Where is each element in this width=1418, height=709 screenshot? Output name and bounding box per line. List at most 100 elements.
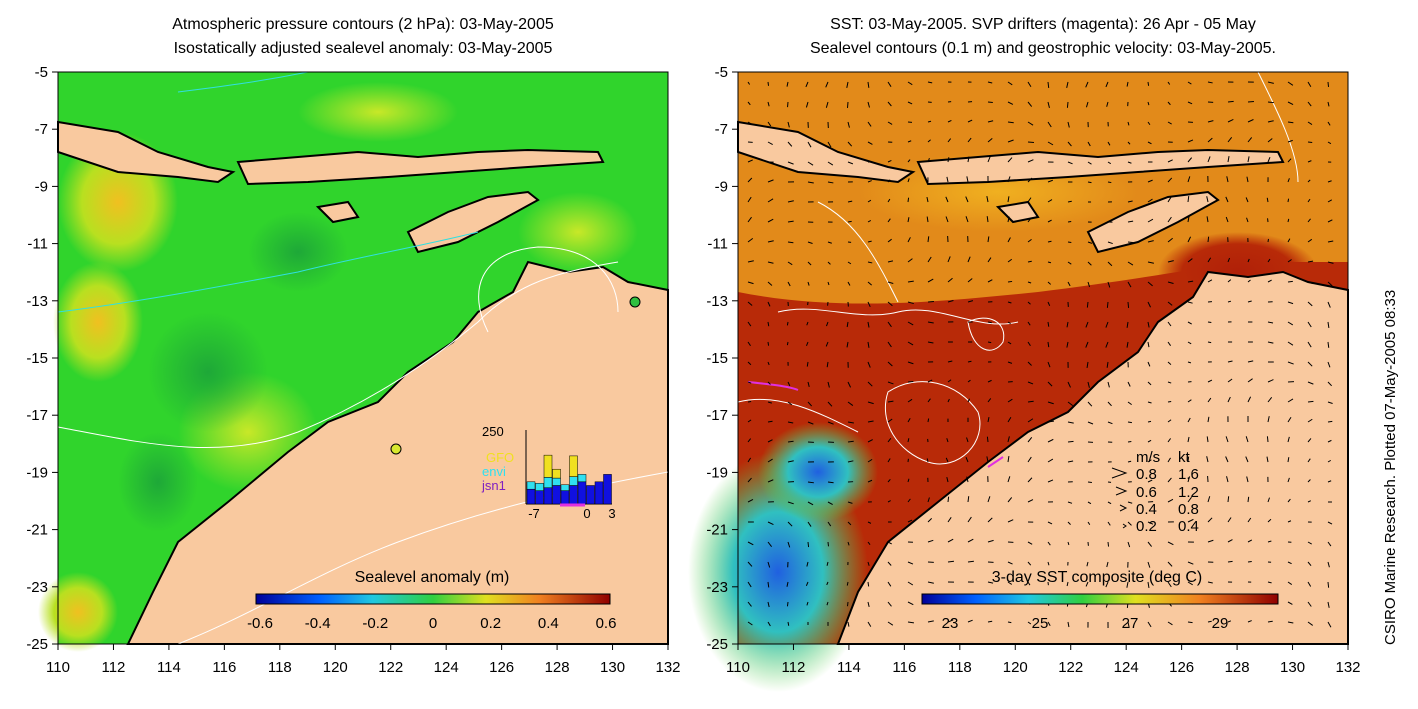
velocity-arrow [1207,81,1213,84]
velocity-arrow [825,341,829,347]
velocity-arrow [1047,301,1051,307]
velocity-arrow [1246,476,1249,483]
velocity-arrow [1027,321,1031,326]
velocity-arrow [1107,161,1112,165]
x-tick-label: 126 [1169,659,1194,676]
velocity-arrow [1266,436,1269,443]
velocity-arrow [1007,561,1013,565]
velocity-arrow [825,101,829,108]
velocity-arrow [1307,198,1311,203]
velocity-arrow [846,101,849,108]
velocity-arrow [747,457,752,463]
velocity-arrow [1147,281,1153,287]
y-tick-label: -9 [715,178,728,195]
velocity-arrow [887,101,892,107]
velocity-arrow [887,198,891,203]
y-tick-label: -23 [26,579,48,596]
velocity-arrow [867,301,871,307]
velocity-arrow [747,216,752,223]
velocity-arrow [1227,517,1232,523]
velocity-arrow [747,601,752,607]
velocity-arrow [926,458,929,463]
velocity-arrow [987,341,992,344]
velocity-arrow [1187,456,1190,463]
velocity-arrow [987,620,993,623]
velocity-arrow [947,300,954,303]
colorbar-tick-label: 0.4 [538,615,559,632]
velocity-arrow [767,179,774,183]
velocity-arrow [1187,280,1194,283]
velocity-arrow [826,361,829,368]
velocity-arrow [967,360,972,363]
velocity-arrow [1226,176,1229,183]
velocity-arrow [1327,121,1331,126]
velocity-arrow [1067,401,1074,407]
velocity-arrow [806,601,809,606]
velocity-arrow [1187,195,1190,203]
velocity-arrow [807,421,814,425]
velocity-legend: m/s kt 0.8 1.6 0.6 1.2 0.4 0.8 0.2 0.4 [1111,449,1199,535]
velocity-arrow [987,101,993,104]
velocity-arrow [1287,436,1290,443]
velocity-arrow [1126,581,1129,588]
velocity-arrow [846,581,849,586]
velocity-arrow [1047,381,1053,387]
velocity-arrow [887,437,892,443]
velocity-arrow [1067,440,1074,443]
inset-legend-envi: envi [482,464,506,479]
velocity-arrow [747,361,752,366]
velocity-arrow [927,398,931,403]
velocity-arrow [1127,541,1131,548]
velocity-arrow [847,401,854,406]
velocity-arrow [1007,81,1013,86]
velocity-arrow [1147,521,1154,525]
velocity-arrow [1147,621,1152,628]
velocity-arrow [1007,280,1013,283]
velocity-arrow [907,438,910,443]
velocity-arrow [786,81,789,87]
sumba-island [995,200,1040,224]
inset-bar-envi [560,484,570,491]
velocity-arrow [947,379,952,383]
velocity-arrow [1087,181,1092,184]
velocity-arrow [847,161,854,165]
velocity-arrow [1287,198,1290,203]
velocity-arrow [1027,499,1034,503]
velocity-arrow [1047,401,1054,405]
inset-bar-envi [552,477,561,486]
velocity-arrow [1147,121,1151,126]
velocity-arrow [1066,101,1069,108]
side-credit-label: CSIRO Marine Research. Plotted 07-May-20… [1382,289,1399,645]
velocity-arrow [887,581,892,587]
velocity-arrow [1267,540,1272,543]
velocity-arrow [1167,101,1171,106]
velocity-arrow [867,141,873,145]
velocity-arrow [947,277,953,283]
velocity-arrow [926,216,929,223]
velocity-arrow [1207,581,1213,584]
velocity-arrow [1047,101,1050,108]
velocity-arrow [1086,561,1089,567]
velocity-arrow [767,621,771,627]
velocity-arrow [1147,420,1152,423]
velocity-arrow [1147,301,1151,308]
velocity-arrow [1106,101,1109,107]
velocity-arrow [1087,141,1091,147]
velocity-arrow [1287,361,1294,365]
velocity-arrow [1307,179,1311,183]
velocity-arrow [1147,141,1152,145]
velocity-arrow [1245,436,1249,443]
velocity-arrow [767,561,771,568]
velocity-arrow [907,561,914,565]
velocity-arrow [887,160,892,163]
x-tick-label: 124 [434,659,459,676]
velocity-arrow [1107,421,1113,425]
velocity-arrow [1047,121,1052,128]
velocity-arrow [1105,321,1109,328]
velocity-arrow [1007,101,1014,105]
velocity-arrow [1266,197,1269,203]
velocity-arrow [786,341,789,346]
velocity-arrow [807,481,814,484]
velocity-arrow [1187,236,1192,243]
x-tick-label: 128 [1225,659,1250,676]
